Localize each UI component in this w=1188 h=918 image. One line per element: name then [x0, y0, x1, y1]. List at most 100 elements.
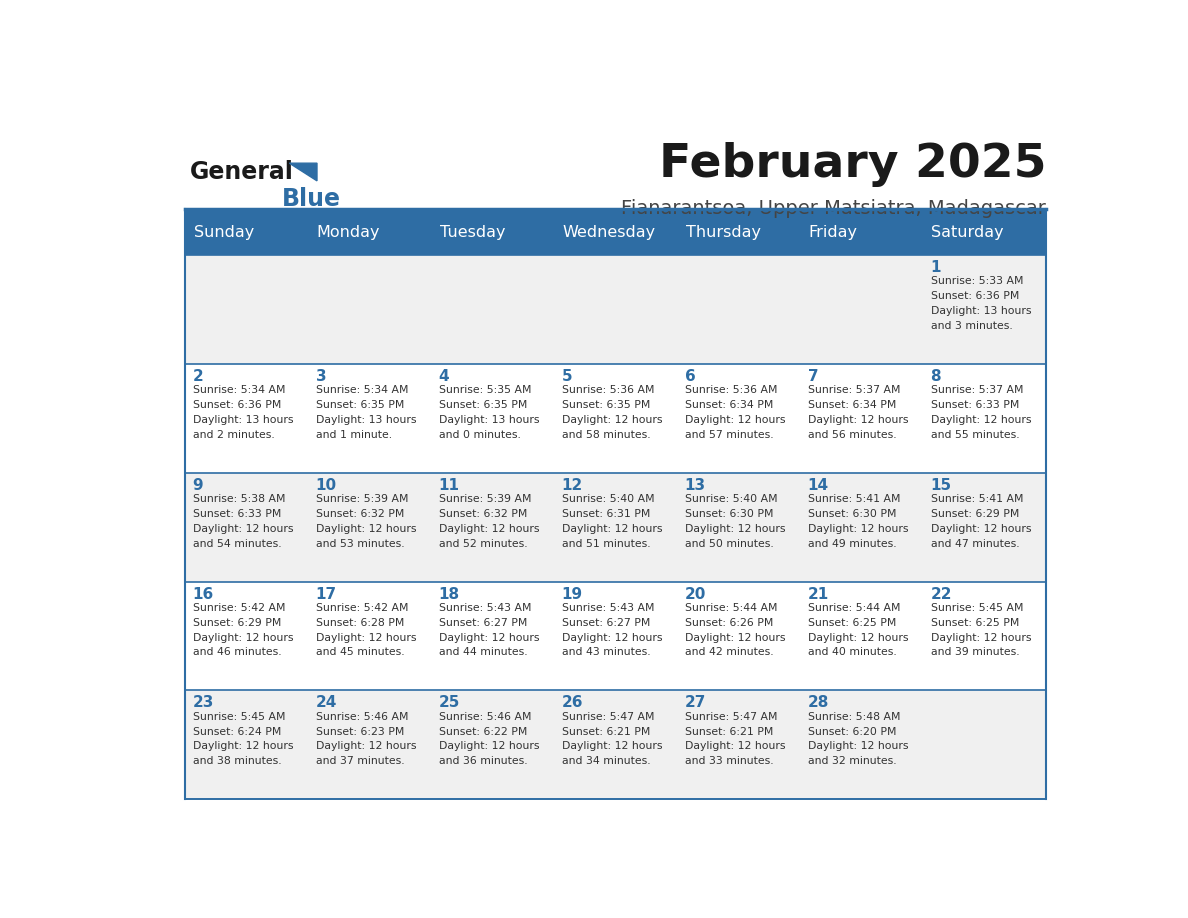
- Text: Sunrise: 5:37 AM: Sunrise: 5:37 AM: [808, 386, 901, 395]
- Text: Sunset: 6:34 PM: Sunset: 6:34 PM: [808, 400, 896, 410]
- Text: Sunset: 6:28 PM: Sunset: 6:28 PM: [316, 618, 404, 628]
- Text: 12: 12: [562, 477, 583, 493]
- Text: Daylight: 12 hours: Daylight: 12 hours: [930, 523, 1031, 533]
- FancyBboxPatch shape: [185, 364, 309, 473]
- Text: Daylight: 12 hours: Daylight: 12 hours: [562, 633, 662, 643]
- Text: Sunrise: 5:43 AM: Sunrise: 5:43 AM: [562, 603, 655, 613]
- Text: Monday: Monday: [316, 225, 380, 240]
- FancyBboxPatch shape: [309, 473, 431, 582]
- Text: Sunset: 6:23 PM: Sunset: 6:23 PM: [316, 726, 404, 736]
- Text: Sunset: 6:25 PM: Sunset: 6:25 PM: [808, 618, 896, 628]
- FancyBboxPatch shape: [677, 364, 801, 473]
- Text: Sunrise: 5:41 AM: Sunrise: 5:41 AM: [930, 494, 1023, 504]
- Polygon shape: [290, 163, 317, 181]
- Text: Fianarantsoa, Upper Matsiatra, Madagascar: Fianarantsoa, Upper Matsiatra, Madagasca…: [621, 198, 1047, 218]
- Text: and 2 minutes.: and 2 minutes.: [192, 430, 274, 440]
- FancyBboxPatch shape: [555, 255, 677, 364]
- Text: Sunrise: 5:35 AM: Sunrise: 5:35 AM: [438, 386, 531, 395]
- Text: Saturday: Saturday: [931, 225, 1004, 240]
- Text: Daylight: 12 hours: Daylight: 12 hours: [808, 415, 908, 425]
- Text: and 45 minutes.: and 45 minutes.: [316, 647, 404, 657]
- Text: Daylight: 12 hours: Daylight: 12 hours: [684, 633, 785, 643]
- Text: 3: 3: [316, 369, 327, 384]
- Text: and 3 minutes.: and 3 minutes.: [930, 320, 1012, 330]
- Text: Daylight: 13 hours: Daylight: 13 hours: [192, 415, 293, 425]
- Text: Daylight: 12 hours: Daylight: 12 hours: [808, 523, 908, 533]
- Text: Daylight: 12 hours: Daylight: 12 hours: [684, 742, 785, 752]
- Text: 20: 20: [684, 587, 706, 601]
- Text: Sunrise: 5:33 AM: Sunrise: 5:33 AM: [930, 276, 1023, 286]
- Text: and 57 minutes.: and 57 minutes.: [684, 430, 773, 440]
- FancyBboxPatch shape: [431, 255, 555, 364]
- Text: Sunset: 6:21 PM: Sunset: 6:21 PM: [684, 726, 773, 736]
- Text: Daylight: 12 hours: Daylight: 12 hours: [192, 523, 293, 533]
- Text: 18: 18: [438, 587, 460, 601]
- Text: 19: 19: [562, 587, 583, 601]
- FancyBboxPatch shape: [801, 582, 923, 690]
- Text: Sunset: 6:33 PM: Sunset: 6:33 PM: [930, 400, 1019, 410]
- FancyBboxPatch shape: [923, 473, 1047, 582]
- Text: Sunrise: 5:45 AM: Sunrise: 5:45 AM: [192, 711, 285, 722]
- Text: February 2025: February 2025: [658, 142, 1047, 187]
- Text: 4: 4: [438, 369, 449, 384]
- Text: and 46 minutes.: and 46 minutes.: [192, 647, 282, 657]
- Text: 28: 28: [808, 696, 829, 711]
- FancyBboxPatch shape: [431, 209, 555, 255]
- Text: Thursday: Thursday: [685, 225, 760, 240]
- FancyBboxPatch shape: [923, 255, 1047, 364]
- Text: Daylight: 12 hours: Daylight: 12 hours: [438, 523, 539, 533]
- FancyBboxPatch shape: [555, 582, 677, 690]
- Text: Sunrise: 5:43 AM: Sunrise: 5:43 AM: [438, 603, 531, 613]
- Text: Sunrise: 5:39 AM: Sunrise: 5:39 AM: [438, 494, 531, 504]
- FancyBboxPatch shape: [431, 364, 555, 473]
- Text: Daylight: 12 hours: Daylight: 12 hours: [192, 633, 293, 643]
- Text: Daylight: 12 hours: Daylight: 12 hours: [316, 633, 416, 643]
- Text: 16: 16: [192, 587, 214, 601]
- Text: Sunset: 6:30 PM: Sunset: 6:30 PM: [684, 509, 773, 519]
- Text: Daylight: 12 hours: Daylight: 12 hours: [562, 415, 662, 425]
- Text: and 47 minutes.: and 47 minutes.: [930, 539, 1019, 549]
- Text: Sunset: 6:35 PM: Sunset: 6:35 PM: [562, 400, 650, 410]
- Text: Sunrise: 5:47 AM: Sunrise: 5:47 AM: [684, 711, 777, 722]
- Text: Sunrise: 5:34 AM: Sunrise: 5:34 AM: [316, 386, 409, 395]
- Text: 13: 13: [684, 477, 706, 493]
- Text: and 55 minutes.: and 55 minutes.: [930, 430, 1019, 440]
- FancyBboxPatch shape: [555, 690, 677, 800]
- Text: Sunset: 6:35 PM: Sunset: 6:35 PM: [438, 400, 527, 410]
- Text: Daylight: 13 hours: Daylight: 13 hours: [930, 306, 1031, 316]
- FancyBboxPatch shape: [801, 690, 923, 800]
- Text: Sunset: 6:22 PM: Sunset: 6:22 PM: [438, 726, 527, 736]
- Text: Sunrise: 5:40 AM: Sunrise: 5:40 AM: [684, 494, 777, 504]
- FancyBboxPatch shape: [431, 473, 555, 582]
- Text: Sunrise: 5:44 AM: Sunrise: 5:44 AM: [808, 603, 901, 613]
- Text: 14: 14: [808, 477, 829, 493]
- Text: Daylight: 12 hours: Daylight: 12 hours: [684, 415, 785, 425]
- FancyBboxPatch shape: [677, 255, 801, 364]
- Text: and 42 minutes.: and 42 minutes.: [684, 647, 773, 657]
- Text: Sunday: Sunday: [194, 225, 254, 240]
- Text: Sunrise: 5:36 AM: Sunrise: 5:36 AM: [562, 386, 655, 395]
- Text: Sunset: 6:21 PM: Sunset: 6:21 PM: [562, 726, 650, 736]
- Text: Sunset: 6:30 PM: Sunset: 6:30 PM: [808, 509, 896, 519]
- Text: 26: 26: [562, 696, 583, 711]
- Text: Sunrise: 5:40 AM: Sunrise: 5:40 AM: [562, 494, 655, 504]
- Text: Friday: Friday: [809, 225, 858, 240]
- Text: Sunset: 6:25 PM: Sunset: 6:25 PM: [930, 618, 1019, 628]
- Text: Sunrise: 5:47 AM: Sunrise: 5:47 AM: [562, 711, 655, 722]
- FancyBboxPatch shape: [801, 364, 923, 473]
- Text: Daylight: 13 hours: Daylight: 13 hours: [438, 415, 539, 425]
- Text: Sunrise: 5:45 AM: Sunrise: 5:45 AM: [930, 603, 1023, 613]
- FancyBboxPatch shape: [677, 582, 801, 690]
- FancyBboxPatch shape: [923, 690, 1047, 800]
- Text: 22: 22: [930, 587, 952, 601]
- FancyBboxPatch shape: [801, 473, 923, 582]
- Text: Sunrise: 5:42 AM: Sunrise: 5:42 AM: [316, 603, 409, 613]
- Text: and 32 minutes.: and 32 minutes.: [808, 756, 896, 767]
- Text: Daylight: 12 hours: Daylight: 12 hours: [316, 742, 416, 752]
- FancyBboxPatch shape: [185, 582, 309, 690]
- Text: and 1 minute.: and 1 minute.: [316, 430, 392, 440]
- Text: Sunset: 6:27 PM: Sunset: 6:27 PM: [562, 618, 650, 628]
- Text: 7: 7: [808, 369, 819, 384]
- Text: Sunset: 6:26 PM: Sunset: 6:26 PM: [684, 618, 773, 628]
- FancyBboxPatch shape: [801, 255, 923, 364]
